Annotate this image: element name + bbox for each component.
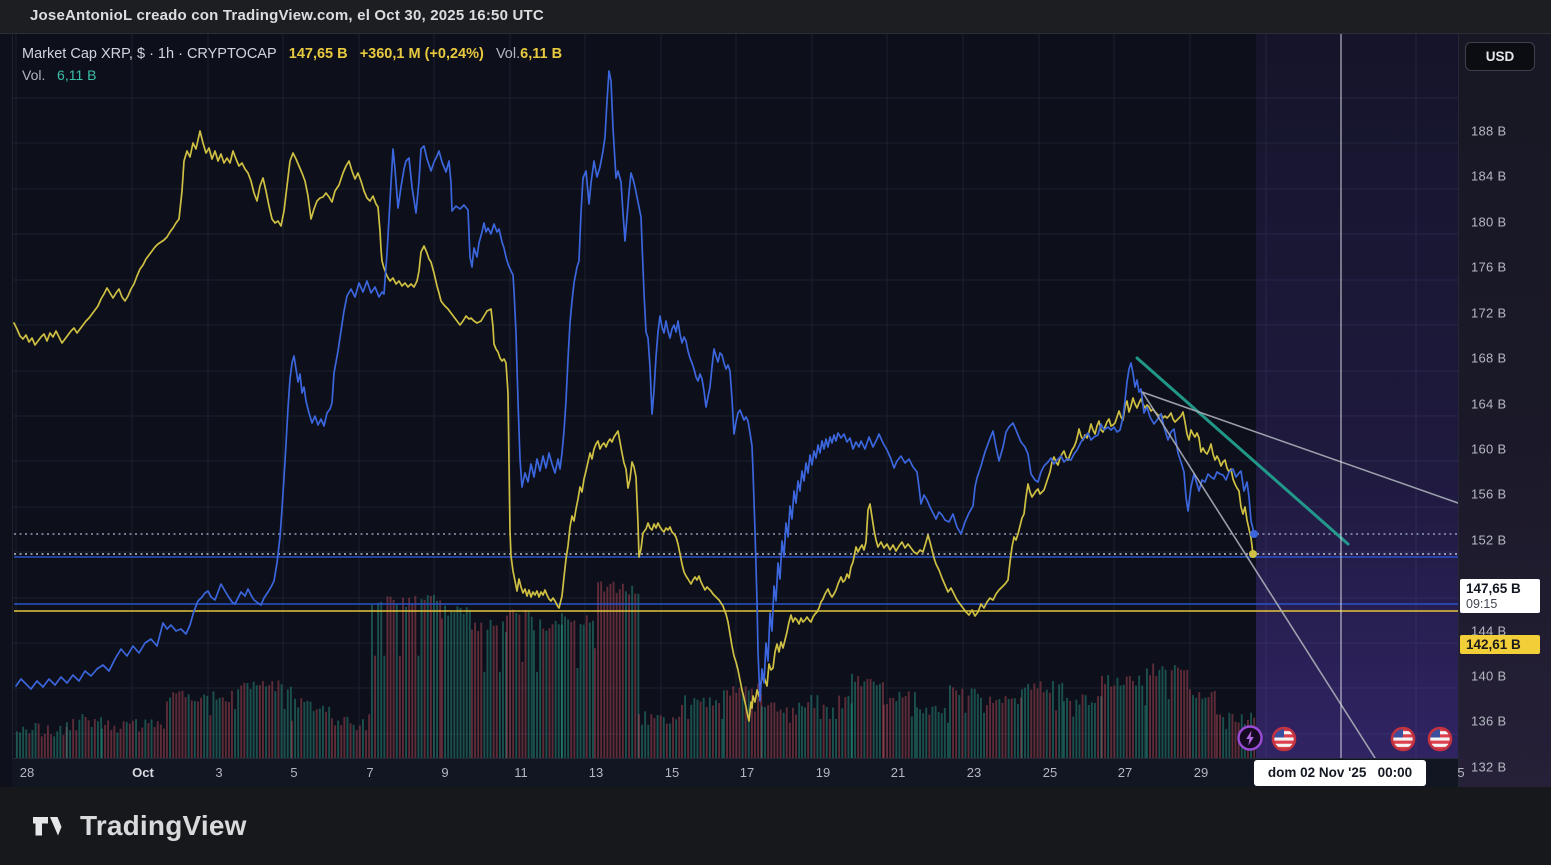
lightning-event-icon[interactable] <box>1237 725 1263 751</box>
price-axis-tick: 176 B <box>1471 259 1507 275</box>
currency-toggle-button[interactable]: USD <box>1465 42 1535 71</box>
price-axis-tick: 132 B <box>1471 759 1507 775</box>
price-axis-tick: 188 B <box>1471 123 1507 139</box>
chart-plot-area[interactable] <box>12 34 1459 758</box>
time-axis-tick: 27 <box>1117 765 1133 780</box>
time-axis-tick: Oct <box>132 765 154 780</box>
volume-bars <box>16 581 1256 758</box>
series-comparison-line <box>15 70 1255 702</box>
price-axis[interactable]: USD 188 B 184 B 180 B 176 B 172 B 168 B 164 B 1… <box>1458 34 1551 788</box>
us-flag-event-icon[interactable] <box>1271 726 1297 752</box>
last-price-value: 147,65 B <box>288 46 348 62</box>
price-axis-tick: 172 B <box>1471 305 1507 321</box>
tradingview-logo-icon <box>33 817 66 836</box>
comparison-last-point-marker <box>1250 530 1258 538</box>
attribution-text: JoseAntonioL creado con TradingView.com,… <box>30 7 544 24</box>
price-axis-tick: 156 B <box>1471 486 1507 502</box>
xrp-last-point-marker <box>1249 550 1257 558</box>
chart-legend: Market Cap XRP, $ · 1h · CRYPTOCAP 147,6… <box>22 44 562 85</box>
time-axis-tick: 7 <box>366 765 374 780</box>
legend-volume-row: Vol. 6,11 B <box>22 65 562 85</box>
time-axis-tick: 5 <box>1457 765 1465 780</box>
legend-main-row: Market Cap XRP, $ · 1h · CRYPTOCAP 147,6… <box>22 44 562 64</box>
trend-line-drawing-3[interactable] <box>1142 392 1382 758</box>
price-axis-tick: 164 B <box>1471 396 1507 412</box>
price-axis-tick: 152 B <box>1471 532 1507 548</box>
time-axis-tick: 15 <box>664 765 680 780</box>
forecast-zone <box>1256 34 1459 758</box>
price-axis-tick: 136 B <box>1471 713 1507 729</box>
volume-value: 6,11 B <box>520 46 563 62</box>
tradingview-brand-text: TradingView <box>80 810 247 841</box>
trend-line-drawing-1[interactable] <box>1135 356 1350 546</box>
symbol-title[interactable]: Market Cap XRP, $ · 1h · CRYPTOCAP <box>22 46 277 62</box>
us-flag-event-icon[interactable] <box>1390 726 1416 752</box>
attribution-bar: JoseAntonioL creado con TradingView.com,… <box>0 0 1551 33</box>
time-axis-tick: 17 <box>739 765 755 780</box>
volume-study-label[interactable]: Vol. <box>22 67 46 83</box>
last-price-countdown: 147,65 B 09:15 <box>1460 579 1540 613</box>
tradingview-brand[interactable]: TradingView <box>28 806 247 846</box>
time-axis-tick: 5 <box>290 765 298 780</box>
time-axis-tick: 21 <box>890 765 906 780</box>
time-axis-tick: 23 <box>966 765 982 780</box>
price-axis-tick: 184 B <box>1471 168 1507 184</box>
price-axis-tick: 140 B <box>1471 668 1507 684</box>
us-flag-event-icon[interactable] <box>1427 726 1453 752</box>
time-axis-tick: 3 <box>215 765 223 780</box>
time-axis-tick: 11 <box>514 765 528 780</box>
price-axis-tick: 160 B <box>1471 441 1507 457</box>
chart-container: Market Cap XRP, $ · 1h · CRYPTOCAP 147,6… <box>0 33 1551 789</box>
time-axis-tick: 13 <box>588 765 604 780</box>
trend-line-drawing-2[interactable] <box>1141 391 1459 504</box>
footer-branding-bar: TradingView <box>0 787 1551 865</box>
price-change-value: +360,1 M (+0,24%) <box>359 46 484 62</box>
grid-lines <box>13 34 1459 758</box>
volume-label: Vol. <box>495 46 521 62</box>
time-axis-tick: 28 <box>19 765 35 780</box>
price-axis-tick: 180 B <box>1471 214 1507 230</box>
drawn-line-price: 142,61 B <box>1460 634 1540 654</box>
volume-study-value: 6,11 B <box>57 67 97 83</box>
time-axis-tick: 19 <box>815 765 831 780</box>
price-axis-tick: 168 B <box>1471 350 1507 366</box>
crosshair-time-tooltip: dom 02 Nov '25 00:00 <box>1254 760 1426 786</box>
time-axis-tick: 29 <box>1193 765 1209 780</box>
time-axis-tick: 9 <box>441 765 449 780</box>
time-axis-tick: 25 <box>1042 765 1058 780</box>
series-xrp-marketcap-line <box>13 130 1254 722</box>
price-chart-svg <box>13 34 1459 758</box>
time-axis[interactable]: 28 Oct 3 5 7 9 11 13 15 17 19 21 23 25 27 29 5 dom 02 Nov… <box>12 758 1465 789</box>
